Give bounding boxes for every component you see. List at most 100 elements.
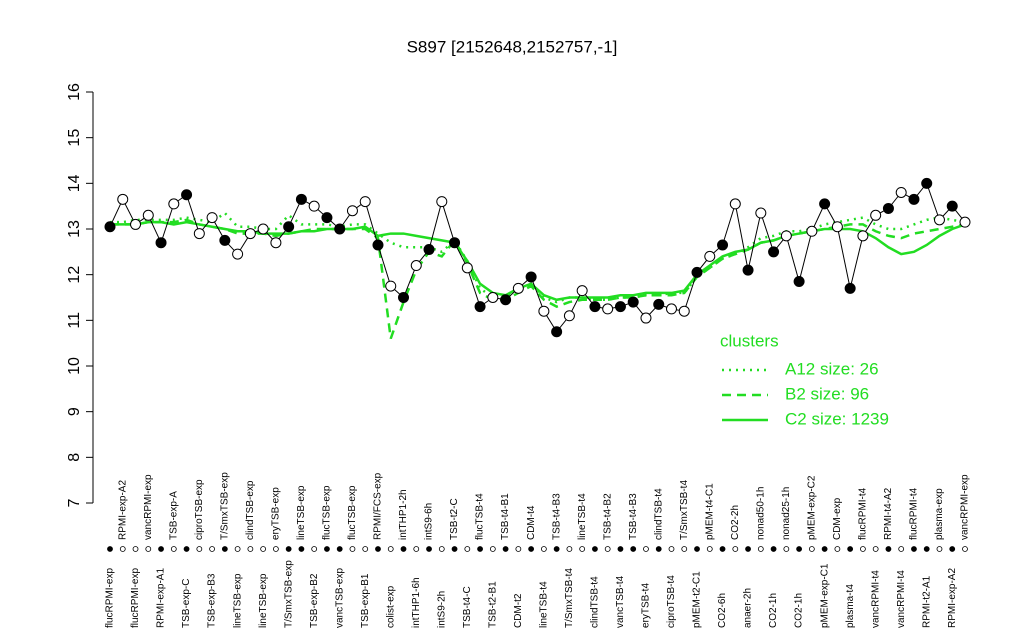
rug-marker <box>375 546 381 552</box>
sample-point <box>665 303 677 315</box>
sample-point <box>130 218 142 230</box>
sample-point <box>576 285 588 297</box>
sample-point <box>334 223 346 235</box>
sample-point <box>525 271 537 283</box>
rug-marker <box>630 546 637 552</box>
x-tick-label: clindTSB-t4 <box>653 488 664 540</box>
rug-marker <box>834 546 841 552</box>
x-tick-label: flucTSB-t4 <box>475 493 486 540</box>
sample-point <box>831 221 843 233</box>
x-tick-label: CDM-t2 <box>513 593 524 628</box>
x-tick-label: TSB-t4-B2 <box>602 493 613 540</box>
rug-marker <box>847 546 854 552</box>
y-tick-label: 12 <box>66 266 83 284</box>
x-tick-label: TSB-exp-B2 <box>309 573 320 628</box>
rug-marker <box>911 546 917 552</box>
sample-point <box>589 301 601 313</box>
x-tick-label: vancTSB-exp <box>334 568 345 628</box>
rug-marker <box>349 546 356 552</box>
sample-point <box>857 230 869 242</box>
sample-point <box>142 209 154 221</box>
sample-point <box>283 221 295 233</box>
y-tick-label: 16 <box>66 83 83 101</box>
y-tick-label: 14 <box>66 174 83 192</box>
rug-marker <box>668 546 675 552</box>
sample-point <box>729 198 741 210</box>
x-tick-label: plasma-exp <box>934 488 945 540</box>
rug-marker <box>145 546 152 552</box>
x-tick-label: CO2-1h <box>794 593 805 628</box>
sample-point <box>461 262 473 274</box>
x-tick-label: CO2-2h <box>730 505 741 540</box>
x-tick-label: flucRPMI-t4 <box>909 487 920 540</box>
x-tick-label: anaer-2h <box>743 588 754 628</box>
x-tick-label: intTHP1-6h <box>411 577 422 628</box>
rug-marker <box>426 546 432 552</box>
sample-point <box>921 177 933 189</box>
rug-marker <box>681 546 688 552</box>
sample-point <box>780 230 792 242</box>
x-tick-label: CO2-6h <box>717 593 728 628</box>
y-tick-label: 11 <box>66 312 83 329</box>
sample-point <box>602 303 614 315</box>
rug-marker <box>336 546 343 552</box>
x-tick-label: intS9-2h <box>436 591 447 628</box>
x-tick-label: pMEM-t2-C1 <box>692 571 703 628</box>
sample-point <box>844 282 856 294</box>
sample-point <box>295 193 307 205</box>
rug-marker <box>119 546 126 552</box>
x-tick-label: intTHP1-2h <box>398 489 409 540</box>
rug-marker <box>923 546 930 552</box>
sample-point <box>614 301 626 313</box>
chart-title: S897 [2152648,2152757,-1] <box>407 37 618 56</box>
rug-marker <box>132 546 139 552</box>
x-tick-label: lineTSB-t4 <box>539 581 550 628</box>
x-tick-label: TSB-t4-B1 <box>500 493 511 540</box>
rug-marker <box>170 546 177 552</box>
rug-marker <box>821 546 828 552</box>
x-tick-label: nonad25-1h <box>781 487 792 540</box>
x-tick-label: vancTSB-t4 <box>615 575 626 628</box>
y-tick-label: 13 <box>66 220 83 238</box>
rug-marker <box>528 546 535 552</box>
sample-point <box>806 225 818 237</box>
rug-marker <box>158 546 164 552</box>
rug-marker <box>477 546 483 552</box>
rug-marker <box>706 546 713 552</box>
x-tick-label: clindTSB-exp <box>245 480 256 540</box>
rug-marker <box>247 546 254 552</box>
sample-point <box>742 264 754 276</box>
sample-point <box>908 193 920 205</box>
sample-point <box>691 266 703 278</box>
sample-point <box>206 212 218 224</box>
cluster-line <box>110 218 966 340</box>
sample-point <box>104 221 116 233</box>
rug-marker <box>540 546 547 552</box>
x-tick-label: ciproTSB-t4 <box>666 575 677 628</box>
sample-point <box>423 244 435 256</box>
x-tick-label: flucTSB-exp <box>347 485 358 540</box>
rug-marker <box>796 546 803 552</box>
x-tick-label: RPMI/FCS-exp <box>373 472 384 540</box>
sample-point <box>627 296 639 308</box>
x-tick-label: CDM-exp <box>832 497 843 540</box>
sample-point <box>346 205 358 217</box>
y-tick-label: 15 <box>66 129 83 147</box>
rug-marker <box>566 546 573 552</box>
rug-marker <box>553 546 560 552</box>
rug-marker <box>962 546 968 552</box>
sample-point <box>959 216 971 228</box>
sample-point <box>933 214 945 226</box>
x-tick-label: TSB-exp-B1 <box>360 573 371 628</box>
y-tick-label: 10 <box>66 357 83 375</box>
sample-point <box>882 202 894 214</box>
rug-marker <box>387 546 394 552</box>
rug-marker <box>592 546 598 552</box>
rug-marker <box>719 546 726 552</box>
rug-marker <box>438 546 445 552</box>
sample-point <box>678 305 690 317</box>
sample-point <box>640 312 652 324</box>
rug-marker <box>489 546 496 552</box>
legend-label: A12 size: 26 <box>785 359 879 378</box>
sample-point <box>385 280 397 292</box>
